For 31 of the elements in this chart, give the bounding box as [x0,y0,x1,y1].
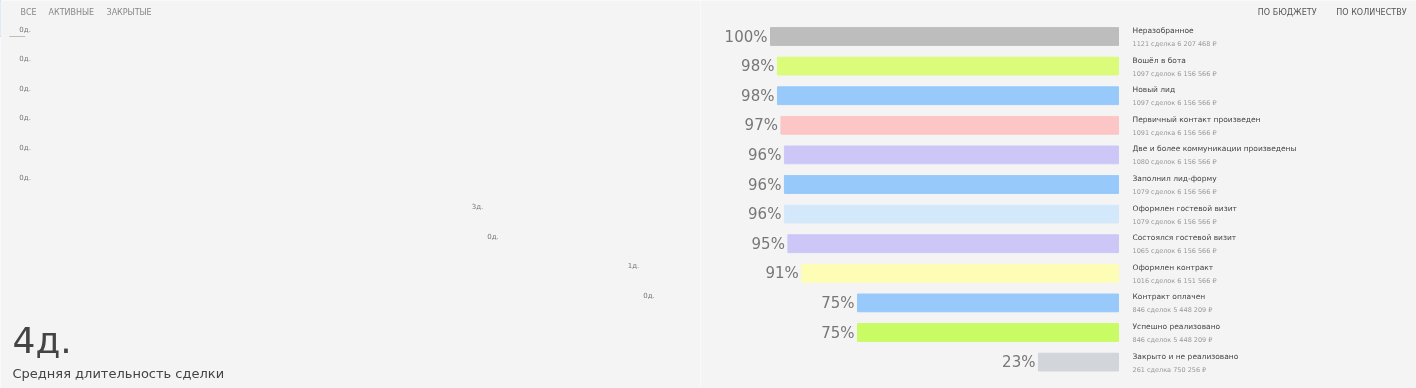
bar [1037,352,1119,372]
bar [770,27,1119,46]
bar [857,293,1119,313]
bar [783,204,1119,224]
data-label: 96% [748,145,782,164]
data-label: 91% [765,264,799,283]
text: Средняя длительность сделки [12,365,225,381]
data-label: 96% [748,175,782,194]
bar [857,323,1119,342]
data-label: 98% [741,57,775,76]
bar [780,115,1119,135]
bar [783,175,1119,194]
data-label: 75% [821,293,855,312]
data-label: 100% [724,27,768,46]
bar [776,56,1119,76]
data-label: 23% [1002,353,1036,372]
bar [787,234,1119,254]
bar [783,145,1119,165]
bar [776,86,1119,106]
text: ЗАКРЫТЫЕ [106,7,152,17]
data-label: 98% [741,86,775,105]
data-label: 75% [821,323,855,342]
bar [801,263,1119,283]
text: АКТИВНЫЕ [48,7,95,17]
data-label: 95% [751,234,785,253]
data-label: 96% [748,205,782,224]
text: ПО КОЛИЧЕСТВУ [1336,7,1407,17]
text: ВСЕ [20,7,37,17]
text: 4д. [12,319,72,361]
text: ПО БЮДЖЕТУ [1257,7,1317,17]
data-label: 97% [744,116,778,135]
